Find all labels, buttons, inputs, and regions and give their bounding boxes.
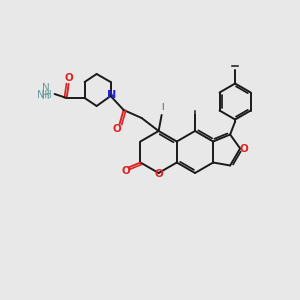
Text: O: O: [64, 73, 73, 83]
Text: NH: NH: [37, 90, 52, 100]
Text: O: O: [154, 169, 163, 179]
Text: O: O: [240, 145, 248, 154]
Text: |: |: [161, 103, 164, 110]
Text: N: N: [107, 90, 116, 100]
Text: O: O: [112, 124, 121, 134]
Text: O: O: [121, 167, 130, 176]
Text: H: H: [42, 91, 50, 101]
Text: N: N: [42, 83, 50, 93]
